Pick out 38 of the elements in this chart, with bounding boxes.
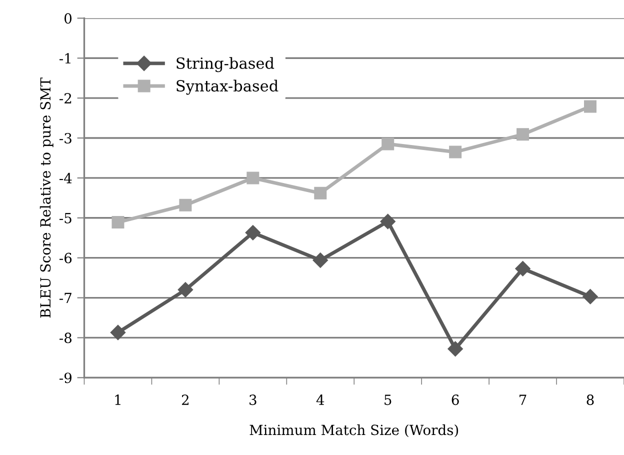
point — [179, 198, 192, 212]
y-tick-label: -8 — [60, 332, 72, 344]
x-tick-label: 8 — [586, 394, 594, 406]
y-tick-label: -5 — [60, 213, 72, 224]
x-tick-label: 6 — [452, 394, 459, 406]
y-tick-label: -3 — [60, 132, 72, 144]
y-tick-label: -4 — [60, 172, 72, 184]
x-tick-label: 1 — [115, 394, 120, 405]
point — [515, 261, 530, 276]
y-tick-label: -6 — [60, 252, 72, 264]
x-tick-label: 4 — [316, 394, 324, 405]
y-tick-label: -2 — [60, 93, 72, 104]
point — [584, 100, 597, 113]
y-tick-label: -7 — [60, 292, 72, 304]
x-tick-label: 2 — [182, 394, 188, 405]
y-tick-label: -1 — [60, 53, 70, 64]
x-tick-label: 7 — [520, 394, 526, 405]
point — [178, 282, 194, 298]
y-tick-label: -9 — [60, 372, 72, 384]
legend-label: Syntax-based — [176, 80, 278, 95]
point — [516, 128, 530, 141]
point — [380, 214, 396, 230]
point — [312, 252, 328, 268]
x-tick-label: 3 — [250, 394, 256, 406]
point — [382, 138, 394, 150]
y-axis-title: BLEU Score Relative to pure SMT — [40, 78, 54, 318]
point — [582, 289, 598, 304]
point — [246, 172, 260, 184]
point — [449, 146, 462, 158]
legend-label: String-based — [176, 57, 274, 72]
y-tick-label: 0 — [64, 13, 72, 24]
point — [314, 186, 327, 200]
point — [245, 225, 260, 240]
point — [112, 216, 124, 229]
x-tick-label: 5 — [384, 394, 392, 406]
x-axis-title: Minimum Match Size (Words) — [250, 424, 458, 438]
point — [448, 341, 463, 356]
point — [110, 324, 126, 340]
